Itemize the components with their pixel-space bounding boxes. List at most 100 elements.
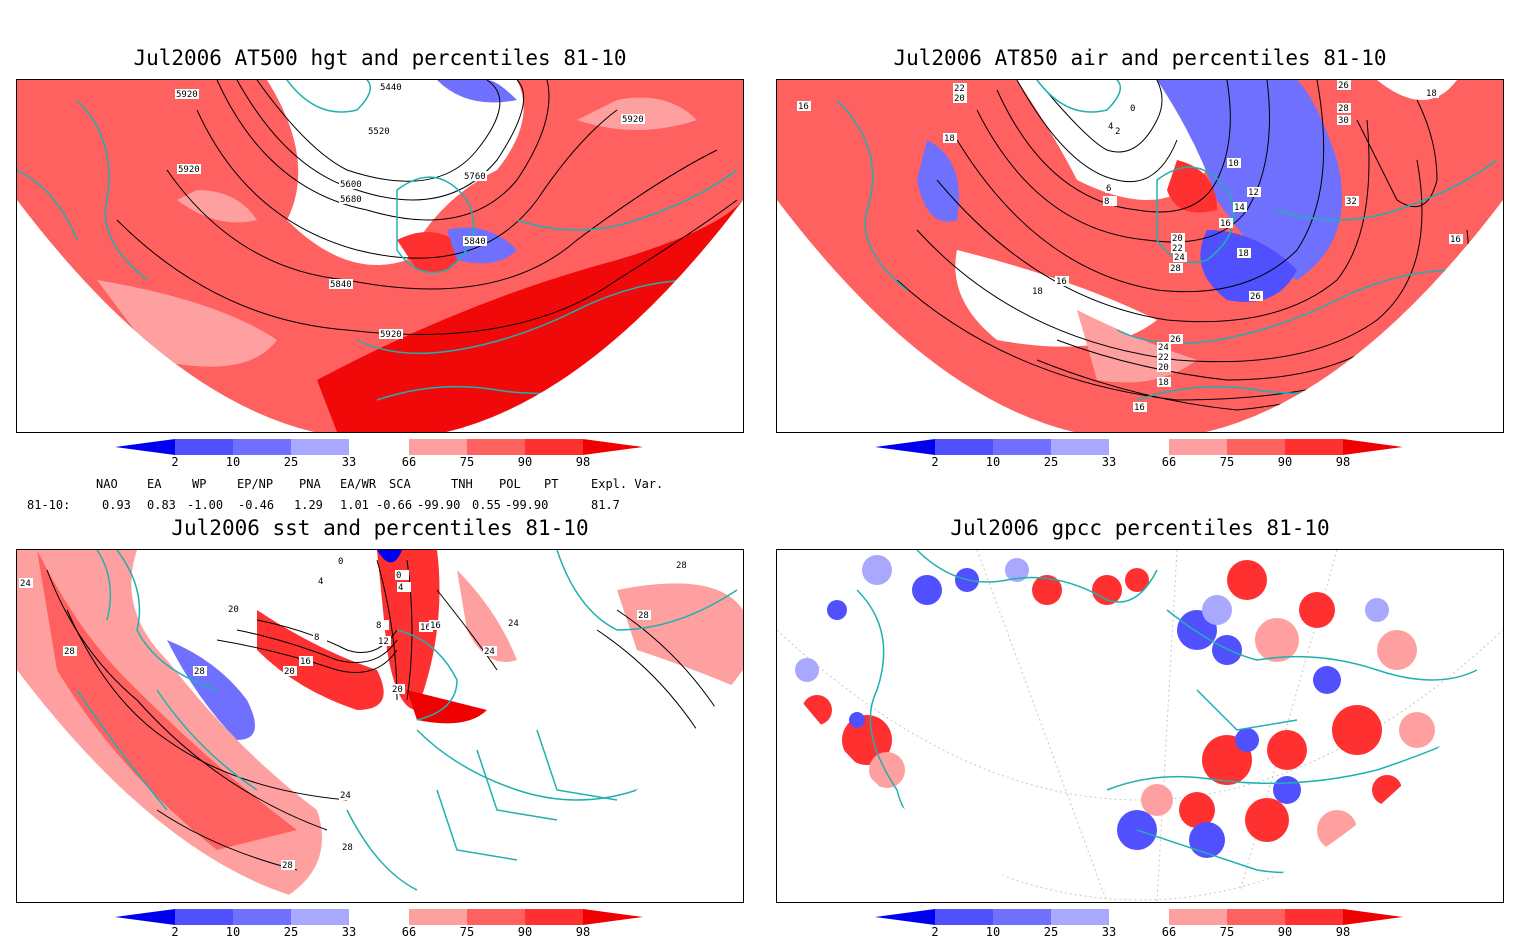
contour-label: 22 [954,84,965,94]
contour-label: 18 [1238,249,1249,259]
contour-label: 4 [318,577,323,587]
colorbar-tick: 33 [341,455,357,469]
colorbar-tick: 75 [459,455,475,469]
contour-label: 5840 [330,280,352,290]
contour-label: 5760 [464,172,486,182]
colorbar-tick: 25 [283,455,299,469]
contour-label: 8 [314,633,319,643]
contour-label: 16 [300,657,311,667]
contour-label: 28 [64,647,75,657]
contour-label: 5520 [368,127,390,137]
contour-label: 28 [282,861,293,871]
colorbar-swatches [875,439,1403,455]
contour-label: 5600 [340,180,362,190]
colorbar-tick: 2 [171,455,179,469]
colorbar-tick: 98 [575,925,591,939]
contour-label: 14 [1234,203,1245,213]
contour-label: 5920 [622,115,644,125]
contour-label: 4 [1108,122,1113,132]
colorbar-tick: 25 [283,925,299,939]
contour-label: 28 [342,843,353,853]
contour-label: 10 [1228,159,1239,169]
contour-label: 22 [1158,353,1169,363]
contour-label: 26 [1250,292,1261,302]
colorbar-tick: 75 [1219,455,1235,469]
contour-label: 12 [378,637,389,647]
contour-label: 18 [1032,287,1043,297]
contour-label: 20 [284,667,295,677]
contour-label: 24 [508,619,519,629]
index-header: EP/NP [237,477,274,491]
contour-label: 5920 [178,165,200,175]
contour-label: 16 [1134,403,1145,413]
colorbar-tick: 98 [575,455,591,469]
contour-label: 24 [1174,253,1185,263]
index-value: -1.00 [187,498,224,512]
contour-label: 5920 [176,90,198,100]
index-value: -0.46 [238,498,275,512]
contour-label: 32 [1346,197,1357,207]
index-value: 81.7 [591,498,620,512]
colorbar-swatches [875,909,1403,925]
colorbar-hgt500: 2 10 25 33 66 75 90 98 [115,439,645,469]
contour-label: 5680 [340,195,362,205]
colorbar-tick: 66 [1161,455,1177,469]
index-value: 0.55 [472,498,501,512]
contour-label: 16 [1220,219,1231,229]
colorbar-swatches [115,909,643,925]
contour-label: 20 [1172,234,1183,244]
index-value: -0.66 [376,498,413,512]
contour-label: 5920 [380,330,402,340]
contour-label: 0 [1130,104,1135,114]
index-header: NAO [96,477,118,491]
contour-label: 18 [1158,378,1169,388]
map-gpcc [776,549,1504,903]
contour-label: 16 [1450,235,1461,245]
colorbar-tick: 2 [171,925,179,939]
colorbar-tick: 10 [225,455,241,469]
contour-label: 16 [798,102,809,112]
contour-label: 16 [1056,277,1067,287]
map-sst: 24 28 28 20 0 0 4 4 8 12 16 16 20 20 24 … [16,549,744,903]
contour-label: 8 [1104,197,1109,207]
contour-label: 18 [1426,89,1437,99]
colorbar-air850: 2 10 25 33 66 75 90 98 [875,439,1405,469]
colorbar-tick: 66 [401,925,417,939]
contour-label: 18 [944,134,955,144]
colorbar-tick: 25 [1043,455,1059,469]
index-value: 1.29 [294,498,323,512]
colorbar-tick: 33 [1101,455,1117,469]
contour-label: 8 [376,621,381,631]
colorbar-tick: 90 [1277,455,1293,469]
colorbar-tick: 10 [225,925,241,939]
map-air850: 22 20 16 18 0 4 2 6 8 10 12 14 16 20 22 … [776,79,1504,433]
index-row-label: 81-10: [27,498,71,512]
contour-label: 30 [1338,116,1349,126]
index-value: 0.83 [147,498,176,512]
contour-label: 28 [1338,104,1349,114]
contour-label: 24 [340,791,351,801]
index-header: Expl. Var. [591,477,664,491]
contour-label: 22 [1172,244,1183,254]
contour-label: 0 [338,557,343,567]
colorbar-tick: 98 [1335,925,1351,939]
colorbar-swatches [115,439,643,455]
contour-label: 4 [398,583,403,593]
contour-label: 24 [20,579,31,589]
contour-label: 5840 [464,237,486,247]
colorbar-sst: 2 10 25 33 66 75 90 98 [115,909,645,939]
contour-label: 20 [392,685,403,695]
index-header: TNH [451,477,473,491]
index-header: EA [147,477,162,491]
index-value: 1.01 [340,498,369,512]
colorbar-tick: 25 [1043,925,1059,939]
contour-label: 26 [1338,81,1349,91]
colorbar-tick: 33 [341,925,357,939]
contour-label: 16 [420,623,431,633]
colorbar-gpcc: 2 10 25 33 66 75 90 98 [875,909,1405,939]
contour-label: 20 [1158,363,1169,373]
contour-label: 26 [1170,335,1181,345]
contour-label: 0 [396,571,401,581]
colorbar-tick: 90 [517,455,533,469]
contour-label: 28 [194,667,205,677]
